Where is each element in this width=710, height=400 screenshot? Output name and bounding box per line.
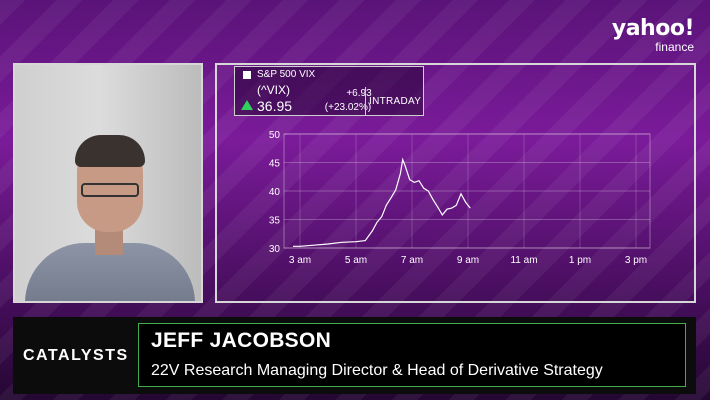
y-axis-ticks: 50 45 40 35 30 bbox=[269, 130, 281, 255]
logo-main: yahoo! bbox=[611, 16, 695, 41]
y-tick-label: 30 bbox=[269, 244, 281, 255]
x-tick-label: 5 am bbox=[345, 255, 367, 266]
guest-name: JEFF JACOBSON bbox=[151, 329, 332, 352]
guest-glasses bbox=[81, 183, 139, 197]
ticker-divider bbox=[365, 87, 366, 115]
segment-label: CATALYSTS bbox=[23, 347, 129, 364]
y-tick-label: 35 bbox=[269, 216, 281, 227]
plot-border bbox=[283, 133, 651, 249]
ticker-change-pct: (+23.02%) bbox=[324, 102, 372, 113]
ticker-symbol: (^VIX) bbox=[257, 83, 290, 97]
ticker-change: +6.93 bbox=[346, 88, 372, 99]
series-toggle-checkbox[interactable] bbox=[243, 71, 251, 79]
ticker-name: S&P 500 VIX bbox=[257, 69, 316, 80]
logo-sub: finance bbox=[655, 40, 694, 54]
up-arrow-icon bbox=[241, 100, 253, 110]
x-axis-ticks: 3 am 5 am 7 am 9 am 11 am 1 pm 3 pm bbox=[289, 255, 647, 266]
y-tick-label: 50 bbox=[269, 130, 281, 141]
x-tick-label: 3 pm bbox=[625, 255, 647, 266]
chart-panel bbox=[215, 63, 696, 303]
x-tick-label: 9 am bbox=[457, 255, 479, 266]
yahoo-finance-logo: yahoo! finance bbox=[611, 16, 695, 54]
guest-video-feed bbox=[13, 63, 203, 303]
x-tick-label: 3 am bbox=[289, 255, 311, 266]
guest-name-box: JEFF JACOBSON 22V Research Managing Dire… bbox=[138, 323, 686, 387]
ticker-box: S&P 500 VIX (^VIX) 36.95 +6.93 (+23.02%)… bbox=[234, 66, 424, 116]
range-label: INTRADAY bbox=[369, 96, 422, 107]
x-tick-label: 11 am bbox=[510, 255, 537, 266]
guest-hair bbox=[75, 135, 145, 167]
vix-series-line bbox=[293, 157, 471, 247]
guest-title: 22V Research Managing Director & Head of… bbox=[151, 362, 603, 379]
x-tick-label: 1 pm bbox=[569, 255, 591, 266]
x-tick-label: 7 am bbox=[401, 255, 423, 266]
y-tick-label: 45 bbox=[269, 159, 281, 170]
ticker-price: 36.95 bbox=[257, 98, 293, 114]
y-tick-label: 40 bbox=[269, 187, 281, 198]
chart-grid bbox=[283, 133, 651, 249]
lower-third: CATALYSTS JEFF JACOBSON 22V Research Man… bbox=[13, 317, 696, 394]
